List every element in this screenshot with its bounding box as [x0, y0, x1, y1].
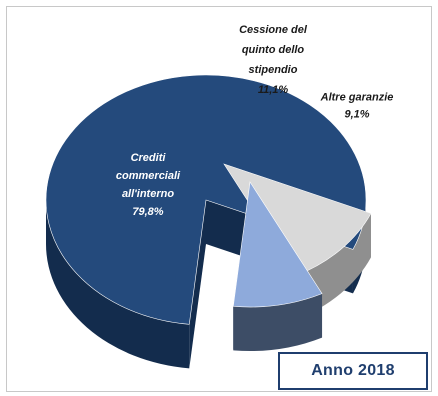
slice-label-2: Altre garanzie 9,1%	[320, 92, 394, 121]
slice-0-cut-side-0	[189, 200, 206, 369]
slice-label-1: Cessione del quinto dello stipendio 11,1%	[239, 24, 308, 96]
slice-2	[232, 181, 323, 308]
slice-2-rim-side	[233, 293, 323, 352]
slice-0	[45, 74, 367, 325]
pie-tops	[45, 74, 372, 325]
pie-labels: Crediti commerciali all'interno 79,8% Cessio…	[116, 24, 393, 218]
year-box: Anno 2018	[278, 352, 428, 390]
slice-label-0: Crediti commerciali all'interno 79,8%	[116, 152, 181, 218]
slice-0-rim-side	[46, 200, 190, 369]
